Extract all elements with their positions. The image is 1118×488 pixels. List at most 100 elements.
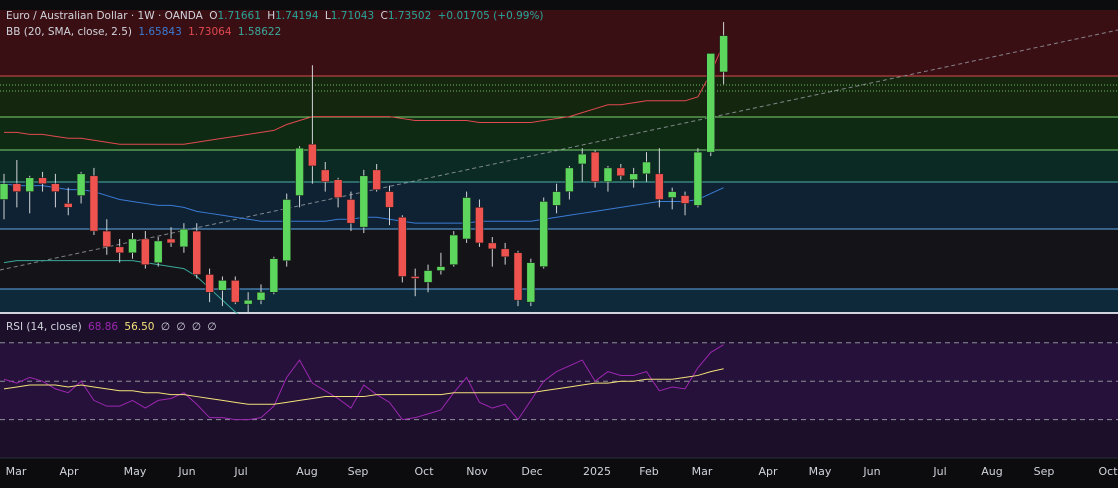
candle-body: [76, 173, 86, 196]
candle-body: [693, 151, 703, 206]
candle-body: [153, 240, 163, 263]
candle-body: [269, 258, 279, 293]
candle-body: [179, 228, 189, 248]
candle-body: [616, 167, 626, 177]
close-label: C: [380, 10, 388, 22]
candle-body: [282, 199, 291, 261]
candle-body: [192, 230, 201, 275]
candle-body: [719, 35, 728, 73]
symbol-label[interactable]: Euro / Australian Dollar · 1W · OANDA: [6, 10, 203, 22]
candle-body: [205, 274, 214, 293]
zone-middle: [0, 117, 1118, 150]
pane-separator: [0, 312, 1118, 314]
x-axis-label: Sep: [1034, 465, 1055, 478]
x-axis-bg: [0, 458, 1118, 488]
candle-body: [128, 238, 137, 254]
bb-basis-value: 1.65843: [138, 26, 182, 38]
high-value: 1.74194: [275, 10, 319, 22]
symbol-legend: Euro / Australian Dollar · 1W · OANDA O 1…: [6, 9, 547, 23]
candle-body: [629, 173, 638, 181]
candle-body: [0, 183, 9, 200]
candle-body: [398, 217, 407, 277]
candle-body: [141, 238, 150, 265]
low-value: 1.71043: [330, 10, 375, 22]
candle-body: [346, 199, 356, 224]
zone-resistance-top: [0, 10, 1118, 76]
candle-body: [256, 292, 266, 301]
low-label: L: [324, 10, 331, 22]
candle-body: [706, 53, 715, 153]
rsi-extra-1: ∅: [160, 321, 170, 333]
candle-body: [166, 238, 176, 244]
candle-body: [308, 143, 317, 167]
candle-body: [333, 179, 343, 198]
x-axis-label: Oct: [1098, 465, 1118, 478]
high-label: H: [267, 10, 276, 22]
candle-body: [552, 191, 561, 206]
x-axis-label: Jul: [233, 465, 247, 478]
candle-body: [243, 299, 253, 305]
zone-teal: [0, 150, 1118, 182]
x-axis-label: Aug: [981, 465, 1002, 478]
x-axis-label: Apr: [59, 465, 79, 478]
candle-body: [578, 153, 587, 165]
x-axis-label: 2025: [583, 465, 611, 478]
candle-body: [372, 169, 381, 190]
bb-label[interactable]: BB (20, SMA, close, 2.5): [6, 26, 132, 38]
x-axis-label: Nov: [466, 465, 488, 478]
candle-body: [410, 276, 420, 279]
x-axis-label: Feb: [639, 465, 658, 478]
candle-body: [115, 246, 124, 254]
zone-upper: [0, 76, 1118, 117]
x-axis-label: Aug: [296, 465, 317, 478]
x-axis-label: Sep: [348, 465, 369, 478]
open-label: O: [209, 10, 218, 22]
rsi-legend: RSI (14, close) 68.86 56.50 ∅ ∅ ∅ ∅: [6, 320, 219, 334]
x-axis-label: Jul: [932, 465, 946, 478]
candle-body: [25, 177, 34, 192]
candle-body: [526, 262, 536, 303]
candle-body: [321, 169, 330, 182]
candle-body: [565, 167, 574, 192]
x-axis-label: Jun: [862, 465, 880, 478]
candle-body: [89, 175, 99, 232]
candle-body: [385, 191, 394, 208]
x-axis-label: Mar: [692, 465, 713, 478]
candle-body: [449, 234, 458, 265]
candle-body: [642, 161, 651, 175]
rsi-extra-2: ∅: [176, 321, 186, 333]
x-axis-label: Jun: [177, 465, 195, 478]
candle-body: [475, 207, 484, 244]
candle-body: [423, 270, 433, 283]
rsi-value: 68.86: [88, 321, 119, 333]
candle-body: [667, 191, 677, 198]
x-axis-label: Apr: [758, 465, 778, 478]
candle-body: [500, 248, 510, 257]
candle-body: [680, 195, 690, 204]
candle-body: [462, 197, 471, 240]
x-axis-label: May: [809, 465, 832, 478]
close-value: 1.73502: [387, 10, 432, 22]
rsi-label[interactable]: RSI (14, close): [6, 321, 82, 333]
bb-upper-line: [4, 43, 725, 145]
rsi-extra-4: ∅: [207, 321, 217, 333]
candle-body: [436, 266, 446, 271]
candle-body: [655, 173, 664, 200]
candle-body: [38, 177, 47, 184]
candle-body: [64, 203, 73, 208]
rsi-extra-3: ∅: [191, 321, 201, 333]
bb-upper-value: 1.73064: [188, 26, 232, 38]
candle-body: [590, 151, 600, 182]
x-axis-label: Mar: [6, 465, 27, 478]
candle-body: [488, 242, 497, 250]
zone-bottom: [0, 289, 1118, 312]
candle-body: [513, 252, 523, 301]
candle-body: [539, 201, 548, 267]
x-axis-label: Dec: [521, 465, 542, 478]
candle-body: [603, 167, 613, 182]
candle-body: [231, 280, 240, 303]
rsi-line: [3, 344, 724, 421]
x-axis-label: Oct: [414, 465, 434, 478]
